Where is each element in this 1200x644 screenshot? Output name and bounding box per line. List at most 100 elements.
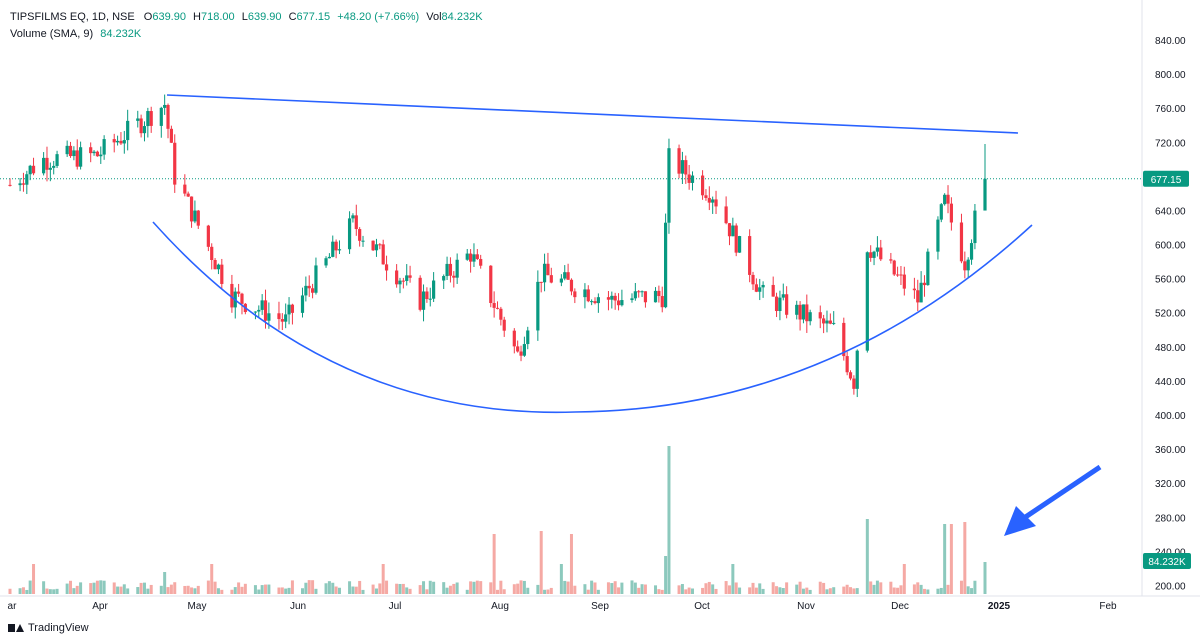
volume-bar bbox=[805, 587, 809, 594]
x-tick-label: Sep bbox=[591, 601, 609, 612]
volume-bar bbox=[190, 587, 194, 594]
volume-bar bbox=[949, 524, 953, 594]
volume-bar bbox=[230, 589, 234, 594]
candle-body bbox=[445, 263, 449, 277]
candle-body bbox=[939, 204, 943, 220]
volume-bar bbox=[865, 519, 869, 594]
candle-body bbox=[559, 278, 563, 283]
candle-body bbox=[895, 274, 900, 276]
volume-bar bbox=[126, 588, 130, 594]
volume-bar bbox=[785, 582, 789, 594]
volume-bar bbox=[304, 582, 308, 594]
x-tick-label: Apr bbox=[92, 601, 108, 612]
volume-bar bbox=[354, 586, 358, 594]
candle-body bbox=[832, 322, 836, 324]
candle-body bbox=[946, 194, 950, 204]
candle-body bbox=[892, 260, 896, 275]
candle-body bbox=[734, 225, 738, 253]
candle-body bbox=[75, 150, 79, 167]
volume-bar bbox=[253, 585, 257, 594]
candle-body bbox=[374, 244, 379, 251]
volume-bar bbox=[79, 582, 83, 594]
candle-body bbox=[119, 140, 123, 144]
candle-body bbox=[640, 291, 644, 293]
volume-bar bbox=[640, 584, 644, 594]
volume-bar bbox=[852, 588, 856, 594]
candle-body bbox=[593, 301, 597, 304]
branding[interactable]: TradingView bbox=[8, 622, 89, 634]
candle-body bbox=[902, 274, 906, 289]
candle-body bbox=[865, 252, 869, 351]
volume-bar bbox=[734, 582, 738, 594]
annotation-arrow-shaft bbox=[1022, 464, 1102, 521]
volume-bar bbox=[119, 586, 123, 594]
candle-body bbox=[421, 291, 426, 310]
volume-bar bbox=[149, 584, 153, 594]
volume-bar bbox=[869, 581, 873, 594]
y-tick-label: 200.00 bbox=[1155, 581, 1186, 592]
volume-bar bbox=[795, 584, 799, 594]
volume-bar bbox=[489, 582, 493, 594]
candle-body bbox=[354, 215, 358, 230]
volume-bar bbox=[492, 534, 496, 594]
volume-indicator-label[interactable]: Volume (SMA, 9) bbox=[10, 28, 94, 40]
tradingview-logo-icon bbox=[8, 623, 24, 633]
volume-bar bbox=[593, 582, 597, 594]
close-value: 677.15 bbox=[296, 11, 331, 23]
volume-bar bbox=[912, 584, 916, 594]
volume-bar bbox=[939, 587, 943, 594]
volume-bar bbox=[284, 588, 288, 594]
candle-body bbox=[667, 148, 671, 223]
volume-bar bbox=[233, 587, 237, 594]
candle-body bbox=[220, 264, 224, 284]
candle-body bbox=[818, 312, 822, 319]
candle-body bbox=[307, 285, 311, 289]
volume-bar bbox=[220, 589, 224, 594]
volume-bar bbox=[825, 589, 829, 594]
candle-body bbox=[8, 184, 12, 186]
volume-bar bbox=[237, 582, 241, 594]
volume-bar bbox=[502, 589, 506, 594]
volume-bar bbox=[643, 584, 647, 594]
chart-legend: TIPSFILMS EQ, 1D, NSE O639.90 H718.00 L6… bbox=[10, 9, 487, 43]
high-label: H bbox=[193, 11, 201, 23]
volume-bar bbox=[590, 580, 594, 594]
volume-bar bbox=[711, 584, 715, 594]
candle-body bbox=[643, 291, 648, 303]
symbol-label[interactable]: TIPSFILMS EQ, 1D, NSE bbox=[10, 11, 135, 23]
candle-body bbox=[630, 298, 634, 301]
volume-bar bbox=[872, 584, 876, 594]
volume-bar bbox=[758, 583, 762, 594]
volume-bar bbox=[163, 572, 167, 594]
volume-bar bbox=[465, 589, 469, 594]
volume-bar bbox=[337, 587, 341, 594]
volume-bar bbox=[849, 587, 853, 594]
volume-bar bbox=[69, 580, 73, 594]
volume-bar bbox=[348, 581, 352, 594]
candle-body bbox=[949, 203, 953, 223]
volume-bar bbox=[654, 585, 658, 594]
candle-body bbox=[690, 175, 695, 183]
volume-bar bbox=[546, 589, 550, 594]
candle-body bbox=[42, 157, 46, 174]
candle-body bbox=[983, 178, 987, 211]
y-tick-label: 520.00 bbox=[1155, 309, 1186, 320]
candle-body bbox=[869, 252, 873, 258]
candle-body bbox=[267, 313, 271, 321]
candle-body bbox=[99, 154, 103, 157]
volume-bar bbox=[657, 589, 661, 594]
candle-body bbox=[852, 378, 856, 389]
candle-body bbox=[432, 280, 436, 299]
x-tick-label: 2025 bbox=[988, 601, 1011, 612]
candle-body bbox=[610, 295, 614, 300]
candle-body bbox=[122, 140, 126, 144]
candle-body bbox=[700, 175, 705, 196]
candle-body bbox=[337, 249, 342, 251]
volume-bar bbox=[159, 585, 163, 594]
volume-bar bbox=[418, 585, 422, 594]
volume-bar bbox=[724, 581, 728, 594]
volume-bar bbox=[112, 582, 116, 594]
candle-body bbox=[922, 282, 927, 286]
